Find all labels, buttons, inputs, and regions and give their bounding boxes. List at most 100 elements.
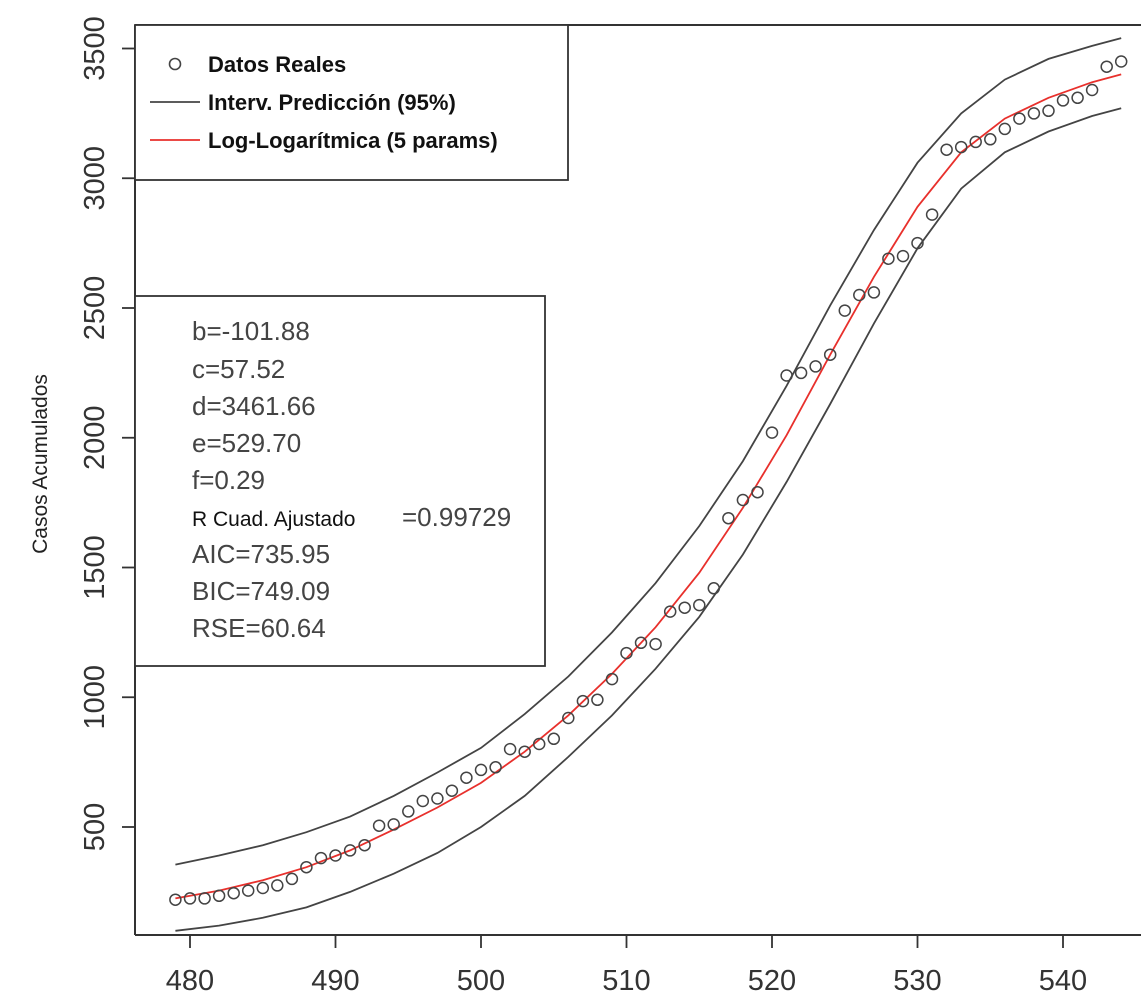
data-point [809, 360, 822, 373]
data-point [838, 304, 852, 317]
data-point [780, 369, 793, 382]
data-point [445, 784, 459, 797]
legend-label-interval: Interv. Predicción (95%) [208, 90, 456, 115]
x-tick-label: 510 [602, 965, 650, 997]
data-point [722, 511, 735, 525]
data-point [460, 771, 473, 784]
data-point [532, 737, 546, 751]
fit-curve [175, 73, 1122, 900]
data-point [576, 694, 590, 708]
data-point [591, 693, 604, 707]
data-point [940, 143, 953, 156]
data-point [169, 893, 182, 906]
data-point [358, 838, 371, 852]
y-tick-label: 500 [79, 803, 111, 851]
legend: Datos Reales Interv. Predicción (95%) Lo… [134, 24, 569, 181]
data-point [1071, 91, 1084, 105]
x-tick-label: 490 [311, 965, 359, 997]
data-point [707, 582, 721, 595]
data-point [998, 122, 1012, 136]
x-tick-label: 540 [1039, 965, 1087, 997]
stats-box-frame [134, 295, 546, 667]
y-tick-label: 2500 [79, 276, 111, 341]
stat-d: d=3461.66 [192, 391, 316, 421]
y-axis-title: Casos Acumulados [29, 374, 52, 554]
stat-bic: BIC=749.09 [192, 576, 330, 606]
x-tick-label: 530 [893, 965, 941, 997]
legend-marker-points [168, 57, 182, 71]
legend-box [134, 24, 569, 181]
y-tick-label: 3000 [79, 146, 111, 211]
data-point [314, 851, 328, 865]
data-point [285, 872, 299, 886]
data-point [1042, 104, 1055, 118]
stat-e: e=529.70 [192, 428, 301, 458]
data-point [518, 745, 531, 758]
data-point [503, 742, 517, 756]
data-point [329, 849, 342, 862]
data-point [547, 732, 561, 746]
stat-f: f=0.29 [192, 465, 265, 495]
data-points [169, 55, 1128, 906]
x-tick-label: 520 [748, 965, 796, 997]
data-point [1100, 60, 1113, 73]
data-point [271, 879, 284, 892]
data-point [925, 208, 939, 221]
data-point [183, 892, 197, 905]
data-point [1056, 94, 1070, 107]
data-point [198, 892, 211, 905]
data-point [343, 844, 357, 857]
stat-b: b=-101.88 [192, 316, 310, 346]
data-point [867, 286, 881, 299]
data-point [474, 763, 488, 777]
x-tick-label: 480 [166, 965, 214, 997]
data-point [823, 348, 837, 361]
data-point [751, 485, 764, 499]
data-point [431, 792, 444, 805]
data-point [227, 886, 240, 900]
data-point [765, 426, 779, 439]
stat-rse: RSE=60.64 [192, 613, 326, 643]
data-point [416, 794, 430, 808]
data-point [736, 493, 750, 507]
data-point [1085, 83, 1099, 97]
y-tick-label: 2000 [79, 406, 111, 471]
legend-label-fit: Log-Logarítmica (5 params) [208, 128, 498, 153]
data-point [372, 819, 386, 832]
prediction-upper-line [175, 37, 1122, 866]
data-point [911, 236, 924, 250]
data-point [1013, 112, 1026, 125]
stat-r2-label: R Cuad. Ajustado [192, 508, 355, 531]
legend-label-points: Datos Reales [208, 52, 346, 77]
data-point [212, 889, 226, 903]
data-point [663, 605, 677, 618]
data-point [1114, 55, 1128, 68]
data-point [620, 646, 633, 660]
y-axis: 500 1000 1500 2000 2500 3000 3500 [79, 16, 135, 851]
stat-r2-value: =0.99729 [402, 502, 511, 532]
data-point [634, 636, 648, 650]
data-point [605, 672, 619, 686]
data-point [241, 884, 255, 897]
data-point [896, 249, 910, 263]
data-point [882, 252, 895, 265]
data-point [649, 637, 662, 651]
prediction-lower-line [175, 107, 1122, 932]
data-point [678, 601, 691, 614]
data-point [794, 366, 808, 380]
stat-aic: AIC=735.95 [192, 539, 330, 569]
data-point [256, 881, 270, 895]
data-point [562, 711, 575, 725]
data-point [693, 598, 706, 612]
x-axis: 480 490 500 510 520 530 540 [166, 935, 1087, 997]
series-lines [175, 37, 1122, 932]
data-point [1027, 107, 1041, 120]
y-tick-label: 3500 [79, 16, 111, 81]
y-tick-label: 1500 [79, 535, 111, 600]
stats-box: b=-101.88 c=57.52 d=3461.66 e=529.70 f=0… [134, 295, 546, 667]
stat-c: c=57.52 [192, 354, 285, 384]
x-tick-label: 500 [457, 965, 505, 997]
data-point [387, 818, 400, 831]
y-tick-label: 1000 [79, 665, 111, 730]
